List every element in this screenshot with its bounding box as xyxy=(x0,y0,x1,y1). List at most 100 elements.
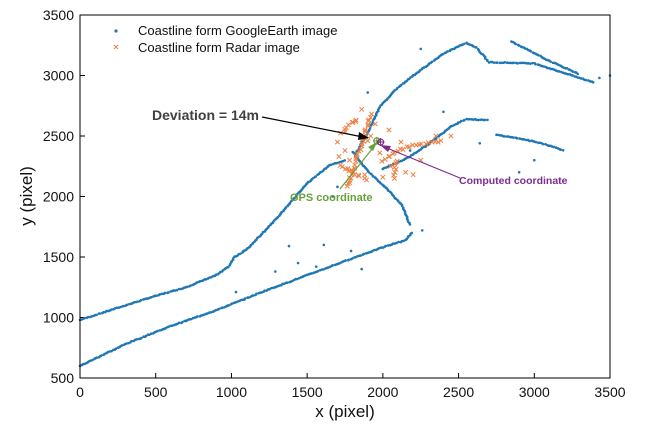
googleearth-point xyxy=(531,61,534,65)
radar-point xyxy=(359,106,365,112)
googleearth-point xyxy=(472,45,475,48)
googleearth-point xyxy=(442,110,445,114)
googleearth-point xyxy=(446,50,449,53)
googleearth-point xyxy=(95,313,98,317)
x-tick-label: 3000 xyxy=(519,384,550,400)
googleearth-point xyxy=(156,329,159,333)
googleearth-point xyxy=(571,70,575,73)
googleearth-point xyxy=(128,302,131,306)
x-axis-title: x (pixel) xyxy=(315,402,375,421)
googleearth-point xyxy=(598,76,601,80)
legend-marker-radar xyxy=(113,44,119,50)
googleearth-point xyxy=(181,320,184,324)
googleearth-point xyxy=(490,60,494,64)
gps-annotation: GPS coordinate xyxy=(290,142,377,204)
googleearth-point xyxy=(198,279,202,283)
radar-point xyxy=(377,150,383,156)
googleearth-point xyxy=(362,252,366,256)
radar-point xyxy=(345,122,352,128)
googleearth-point xyxy=(168,325,171,328)
googleearth-point xyxy=(255,292,258,296)
googleearth-point xyxy=(140,336,143,340)
googleearth-point xyxy=(251,294,255,297)
googleearth-point xyxy=(371,249,374,253)
googleearth-point xyxy=(498,134,502,137)
googleearth-point xyxy=(122,304,126,308)
googleearth-point xyxy=(177,287,181,291)
googleearth-point xyxy=(347,258,351,262)
googleearth-point xyxy=(149,332,153,336)
radar-point xyxy=(438,138,444,144)
googleearth-point xyxy=(136,300,139,303)
plot-frame xyxy=(79,14,611,379)
radar-point xyxy=(353,118,359,125)
radar-point xyxy=(418,141,424,147)
googleearth-point xyxy=(331,263,335,267)
y-tick-label: 1500 xyxy=(43,249,74,265)
googleearth-point xyxy=(177,321,181,325)
googleearth-point xyxy=(537,53,540,57)
gps-arrow xyxy=(339,143,377,190)
radar-point xyxy=(406,144,412,150)
radar-point xyxy=(448,133,454,139)
googleearth-point xyxy=(571,74,574,77)
radar-point xyxy=(362,127,368,133)
radar-point xyxy=(391,175,397,182)
radar-point xyxy=(410,172,416,178)
legend-marker-googleearth xyxy=(114,29,118,33)
googleearth-point xyxy=(227,304,231,307)
googleearth-point xyxy=(349,249,353,253)
googleearth-point xyxy=(217,307,221,311)
googleearth-point xyxy=(247,296,250,299)
googleearth-point xyxy=(420,229,424,232)
radar-point xyxy=(346,168,352,174)
googleearth-point xyxy=(561,149,565,152)
googleearth-point xyxy=(514,42,517,46)
googleearth-point xyxy=(241,298,244,302)
googleearth-point xyxy=(195,281,199,284)
googleearth-point xyxy=(164,326,167,330)
googleearth-point xyxy=(475,46,478,49)
googleearth-point xyxy=(517,44,521,47)
googleearth-point xyxy=(83,316,86,320)
radar-point xyxy=(365,123,371,129)
googleearth-point xyxy=(100,354,103,357)
computed-annotation: Computed coordinate xyxy=(380,145,568,187)
googleearth-point xyxy=(150,295,153,299)
x-tick-label: 3500 xyxy=(594,384,625,400)
googleearth-point xyxy=(503,61,507,64)
googleearth-point xyxy=(402,239,405,243)
coordinate-markers xyxy=(372,136,385,147)
computed-label: Computed coordinate xyxy=(459,175,568,187)
radar-point xyxy=(343,125,349,131)
radar-point xyxy=(339,164,345,170)
googleearth-point xyxy=(167,291,170,294)
googleearth-point xyxy=(331,195,335,198)
legend-label-radar: Coastline form Radar image xyxy=(138,40,300,55)
googleearth-point xyxy=(547,144,551,148)
y-tick-label: 3000 xyxy=(43,68,74,84)
radar-point xyxy=(354,151,360,157)
googleearth-point xyxy=(430,60,434,64)
deviation-annotation: Deviation = 14m xyxy=(152,107,369,140)
radar-point xyxy=(365,138,371,144)
googleearth-point xyxy=(512,136,515,139)
googleearth-point xyxy=(408,149,412,152)
googleearth-point xyxy=(316,269,320,273)
x-tick-label: 0 xyxy=(76,384,84,400)
googleearth-point xyxy=(230,302,234,305)
radar-point xyxy=(372,121,378,127)
y-tick-label: 2000 xyxy=(43,189,74,205)
googleearth-point xyxy=(552,145,556,149)
radar-point xyxy=(336,154,342,160)
deviation-arrowhead xyxy=(358,132,369,140)
googleearth-point xyxy=(314,175,317,178)
googleearth-point xyxy=(516,62,520,65)
googleearth-point xyxy=(408,223,412,226)
radar-point xyxy=(433,133,439,139)
googleearth-point xyxy=(103,352,106,356)
deviation-arrow xyxy=(261,116,369,139)
y-axis-title: y (pixel) xyxy=(17,166,36,226)
radar-point xyxy=(356,173,362,179)
googleearth-point xyxy=(242,249,245,253)
